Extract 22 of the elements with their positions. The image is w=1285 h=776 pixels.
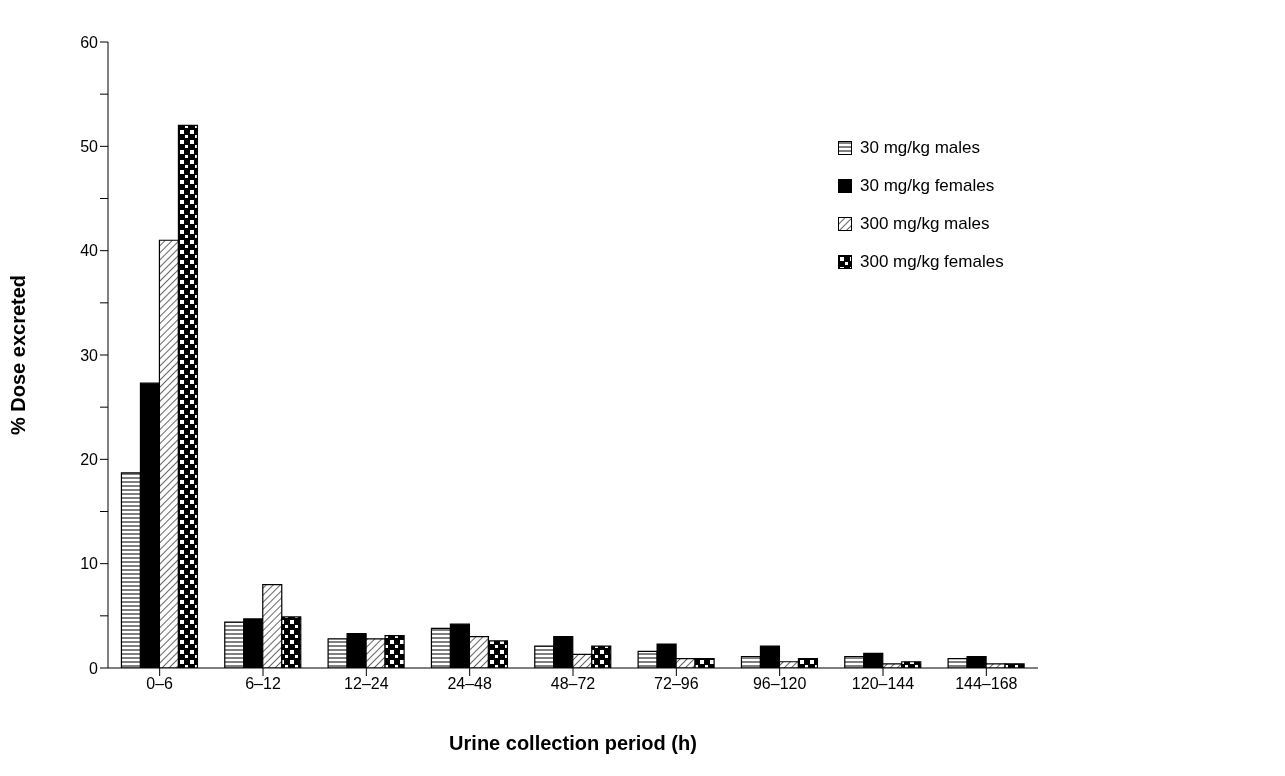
x-tick-label: 144–168: [955, 675, 1018, 693]
x-tick-label: 48–72: [550, 675, 596, 693]
legend-label: 30 mg/kg males: [860, 138, 980, 158]
legend-label: 300 mg/kg females: [860, 252, 1004, 272]
x-tick-label: 24–48: [447, 675, 493, 693]
y-axis-title: % Dose excreted: [7, 274, 30, 436]
x-tick-label: 120–144: [851, 675, 915, 693]
x-tick-label: 72–96: [654, 675, 699, 693]
y-tick-label: 40: [80, 242, 99, 260]
x-tick-label: 0–6: [146, 675, 174, 693]
y-tick-label: 30: [80, 346, 99, 364]
y-tick-label: 50: [80, 138, 99, 156]
legend-label: 300 mg/kg males: [860, 214, 990, 234]
y-tick-label: 10: [80, 555, 99, 573]
x-tick-label: 96–120: [752, 675, 807, 693]
y-tick-label: 0: [89, 659, 99, 677]
x-tick-label: 6–12: [245, 675, 281, 693]
x-tick-label: 12–24: [344, 675, 389, 693]
y-tick-label: 60: [80, 33, 99, 51]
x-axis-title: Urine collection period (h): [449, 732, 697, 754]
legend-label: 30 mg/kg females: [860, 176, 995, 196]
y-tick-label: 20: [80, 451, 99, 469]
